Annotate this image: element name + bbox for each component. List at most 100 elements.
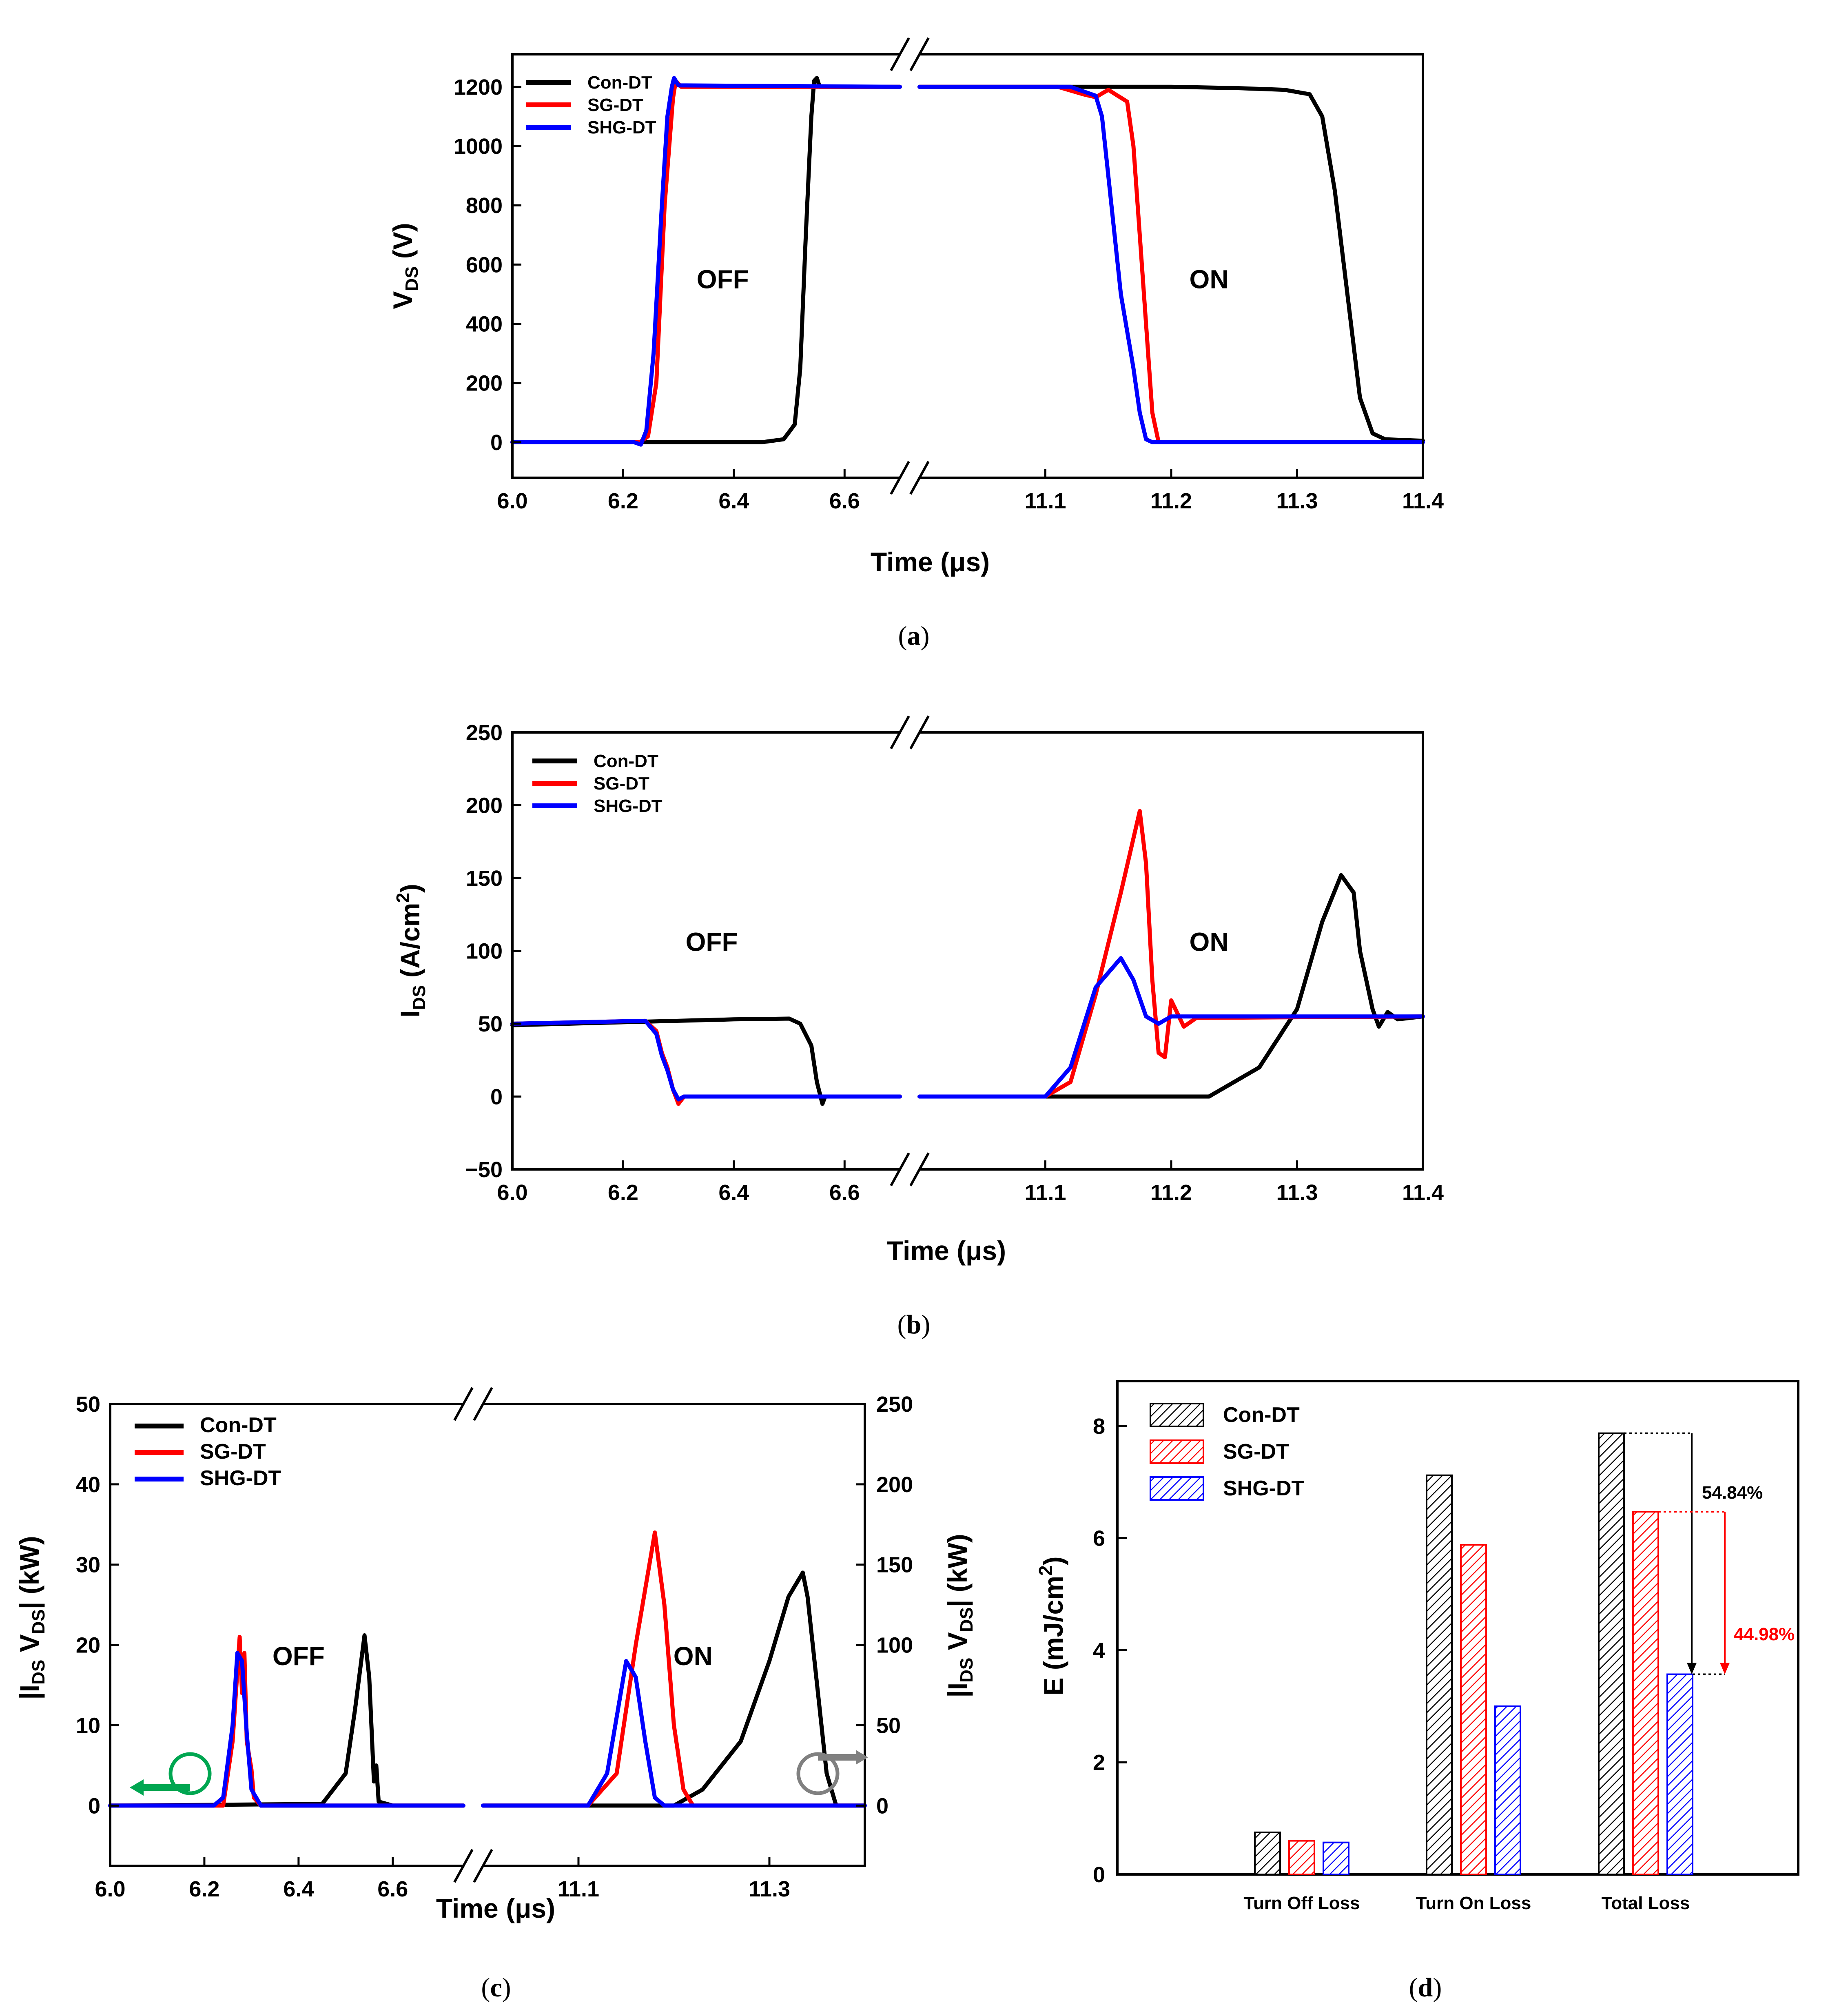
annotations: OFF ON [686,927,1229,957]
legend-label-con-dt: Con-DT [594,751,658,771]
break-slash [890,1152,910,1187]
y-axis-label-left: |IDS VDS| (kW) [14,1536,49,1699]
x-tick-label: 6.0 [95,1877,125,1901]
y-tick-label-right: 100 [876,1633,913,1658]
legend-swatch [1150,1403,1204,1427]
legend-label-shg-dt: SHG-DT [200,1466,281,1490]
series-line-sg-dt-left [510,79,902,444]
x-tick-label: 11.2 [1150,489,1192,513]
y-tick-label-right: 0 [876,1794,889,1818]
bar-shg-dt [1666,1673,1693,1876]
legend-label-sg-dt: SG-DT [200,1440,266,1464]
break-slash [473,1849,493,1883]
legend-label-con-dt: Con-DT [1223,1403,1300,1427]
break-gap [900,49,920,59]
y-tick-label: 20 [76,1633,100,1658]
circle-marker-icon [168,1752,212,1795]
reduction-annotations: 54.84% 44.98% [1624,1432,1795,1675]
y-tick-label: 1200 [454,75,503,100]
plot-frame [511,53,1424,479]
y-tick-label: 50 [478,1012,503,1036]
panel-d-energy-bar-chart: 0 2 4 6 8 Turn Off Loss Turn On Loss Total Los… [1035,1380,1799,2003]
y-tick-label: 30 [76,1553,100,1577]
break-slash [890,715,910,750]
plot-frame [109,1403,866,1867]
annotation-on: ON [674,1641,713,1671]
reduction-label-red: 44.98% [1734,1624,1795,1644]
y-tick-label: 600 [466,253,503,277]
legend-label-sg-dt: SG-DT [587,95,643,115]
reduction-label-black: 54.84% [1702,1483,1763,1503]
series-layer [510,809,1425,1106]
break-gap [463,1861,483,1871]
y-tick-label: 0 [490,430,503,455]
panel-a-vds-chart: 0 200 400 600 800 1000 1200 6.0 6.2 6.4 6.6 11.1 11… [388,37,1444,651]
y-tick-label: −50 [465,1158,503,1182]
annotation-off: OFF [686,927,738,957]
y-axis-ticks-right: 0 50 100 150 200 250 [856,1392,913,1818]
panel-caption-d: (d) [1409,1973,1442,2003]
y-tick-label: 200 [466,794,503,818]
break-gap [900,1164,920,1174]
y-axis-ticks: 0 2 4 6 8 [1093,1414,1127,1887]
x-tick-label: 6.2 [189,1877,219,1901]
y-tick-label: 400 [466,312,503,337]
x-tick-label: 6.6 [829,1180,860,1205]
bar-sg-dt [1288,1840,1315,1876]
x-tick-label: 6.0 [497,489,527,513]
break-gap [900,727,920,737]
bar-shg-dt [1494,1705,1521,1875]
x-tick-label: 11.1 [558,1877,599,1901]
y-tick-label: 0 [88,1794,100,1818]
y-tick-label-right: 200 [876,1473,913,1497]
y-axis-label: VDS (V) [388,223,422,309]
series-line-con-dt-left [510,76,902,444]
bar-con-dt [1598,1432,1625,1875]
y-tick-label: 6 [1093,1526,1105,1551]
bar-sg-dt [1632,1511,1659,1875]
legend-swatch [1150,1476,1204,1501]
x-tick-label: 11.3 [749,1877,790,1901]
series-line-shg-dt-left [510,1018,902,1102]
series-line-sg-dt-right [481,1530,867,1808]
x-tick-label: 11.4 [1402,489,1444,513]
x-tick-label: 6.4 [718,489,749,513]
break-slash [909,715,930,750]
arrowhead-icon [130,1779,144,1796]
annotations: OFF ON [697,264,1229,294]
x-axis-label: Time (μs) [887,1235,1006,1266]
y-tick-label: 250 [466,721,503,745]
x-axis-ticks: 6.0 6.2 6.4 6.6 11.1 11.2 11.3 11.4 [497,469,1444,513]
x-tick-label: 6.2 [608,489,638,513]
break-slash [890,461,910,495]
y-axis-ticks: 0 200 400 600 800 1000 1200 [454,75,521,455]
y-tick-label: 150 [466,866,503,891]
y-tick-label: 2 [1093,1750,1105,1775]
panel-caption-c: (c) [481,1973,511,2003]
series-layer [108,1530,867,1808]
break-gap [463,1399,483,1409]
break-slash [473,1387,493,1421]
y-tick-label-right: 150 [876,1553,913,1577]
x-tick-label: 11.1 [1024,1180,1066,1205]
bar-sg-dt [1460,1544,1487,1876]
category-label: Turn Off Loss [1243,1893,1360,1913]
x-tick-label: 6.6 [377,1877,408,1901]
y-tick-label-right: 50 [876,1713,901,1738]
category-label: Turn On Loss [1416,1893,1531,1913]
x-tick-label: 11.1 [1024,489,1066,513]
axis-break-marks [890,715,930,1187]
y-tick-label: 0 [490,1085,503,1109]
x-tick-label: 6.0 [497,1180,527,1205]
x-tick-label: 6.2 [608,1180,638,1205]
y-axis-ticks: −50 0 50 100 150 200 250 [465,721,521,1182]
break-slash [909,1152,930,1187]
annotation-off: OFF [697,264,749,294]
y-tick-label: 200 [466,371,503,396]
x-axis-ticks: 6.0 6.2 6.4 6.6 11.1 11.2 11.3 11.4 [497,1160,1444,1205]
